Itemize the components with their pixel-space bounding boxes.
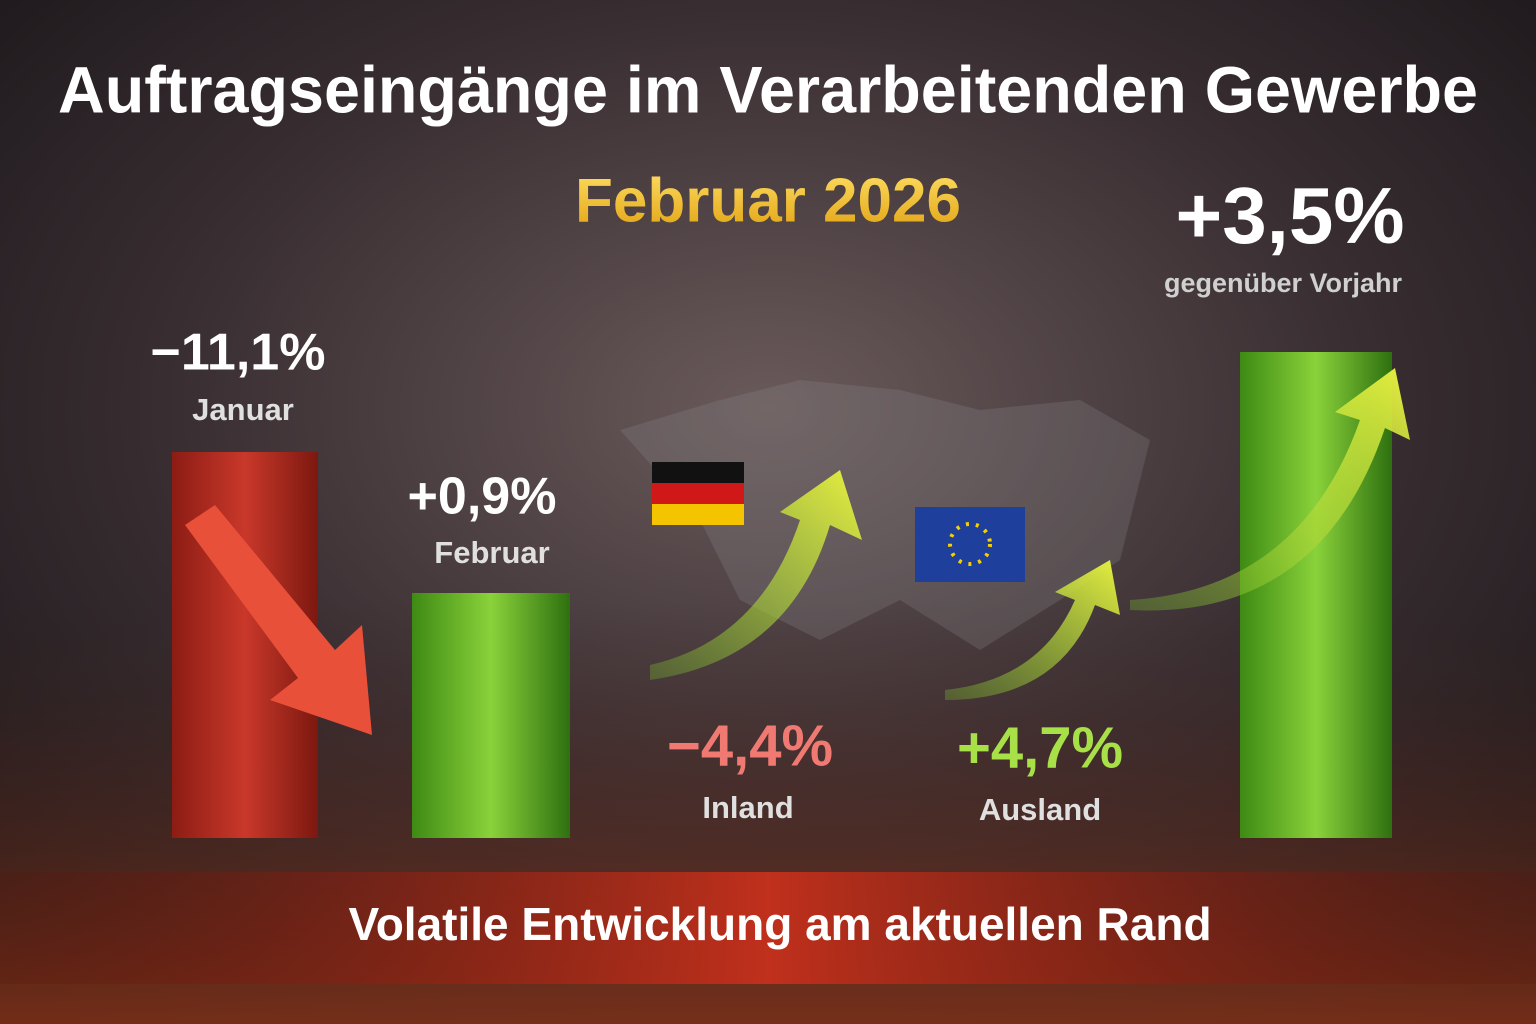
flag-eu: [915, 507, 1025, 582]
label: gegenüber Vorjahr: [1164, 268, 1403, 298]
label: Februar: [434, 535, 549, 570]
up-arrow-inland: [650, 470, 862, 680]
up-arrow-ausland: [945, 560, 1120, 700]
world-map: [620, 380, 1150, 650]
flag-germany: [652, 462, 744, 525]
footer: Volatile Entwicklung am aktuellen Rand: [348, 898, 1211, 950]
up-arrow-vorjahr: [1130, 368, 1410, 611]
value: −11,1%: [151, 324, 326, 382]
label: Januar: [192, 392, 294, 427]
value: +3,5%: [1175, 171, 1404, 260]
bar-februar: [412, 593, 570, 838]
value: +0,9%: [408, 468, 557, 526]
subtitle: Februar 2026: [575, 166, 961, 235]
title: Auftragseingänge im Verarbeitenden Gewer…: [58, 52, 1478, 126]
footer-band: [0, 872, 1536, 984]
label: Inland: [702, 790, 793, 825]
down-arrow: [185, 505, 372, 735]
value: +4,7%: [957, 715, 1123, 780]
label: Ausland: [979, 792, 1101, 827]
value: −4,4%: [667, 713, 833, 778]
